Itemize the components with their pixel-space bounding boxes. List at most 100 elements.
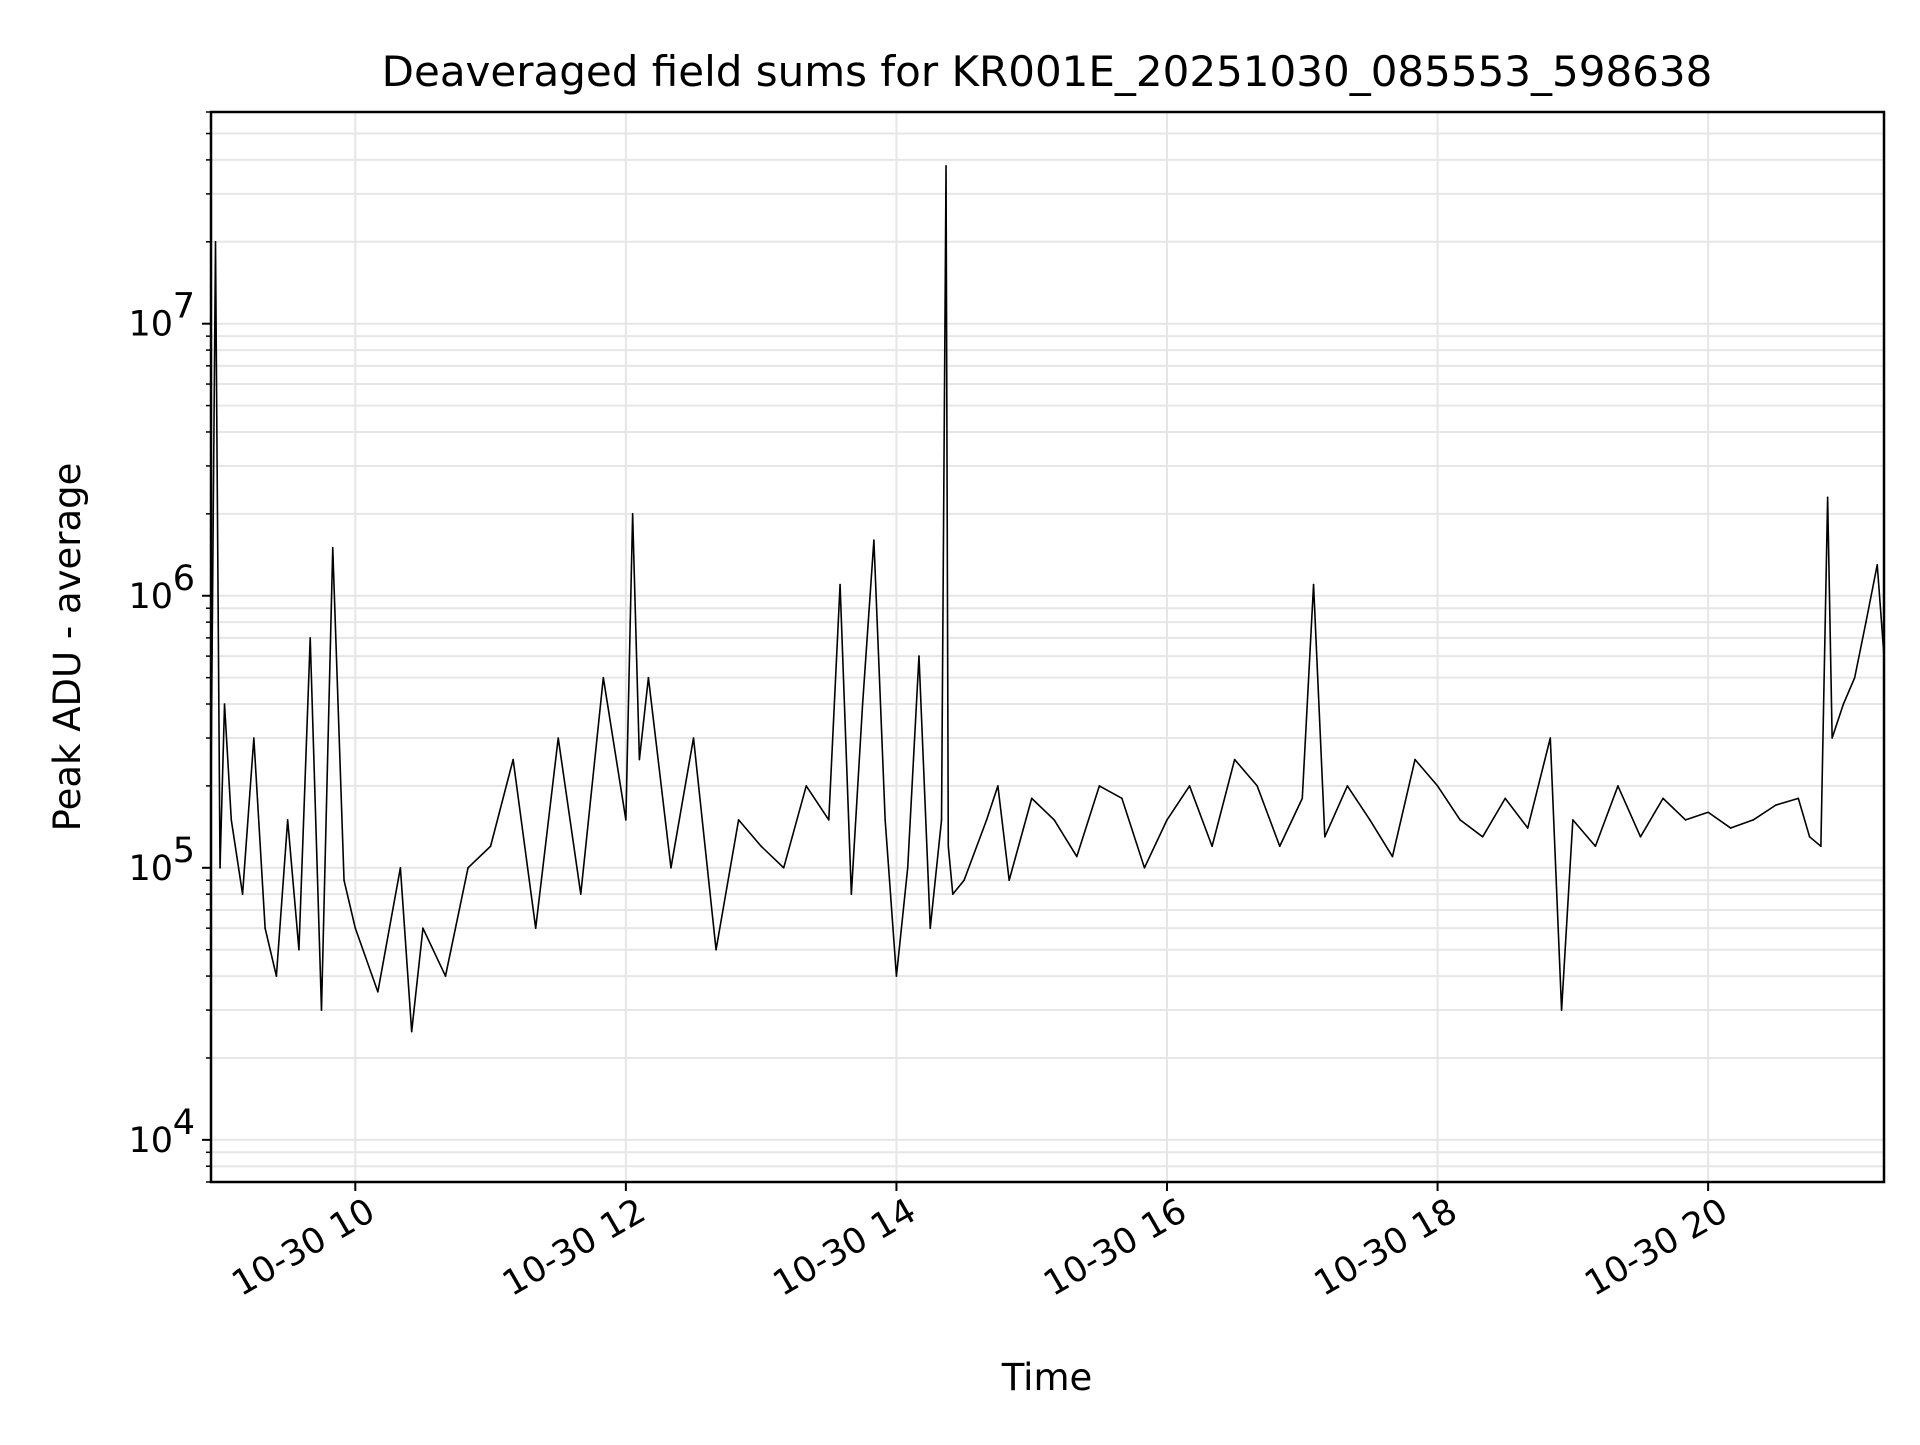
data-point	[534, 927, 537, 929]
data-point	[952, 893, 954, 895]
data-point	[1526, 827, 1529, 829]
data-point	[1436, 785, 1439, 787]
data-point	[1166, 819, 1168, 821]
data-point	[1662, 797, 1664, 800]
data-point	[1549, 737, 1552, 739]
data-point	[947, 845, 950, 848]
data-point	[1346, 785, 1349, 787]
data-point	[1774, 804, 1777, 806]
data-point	[286, 819, 289, 821]
data-point	[918, 655, 920, 657]
data-point	[377, 991, 379, 993]
data-point	[320, 1009, 323, 1011]
data-point	[1572, 819, 1574, 821]
data-point	[1684, 819, 1687, 821]
data-point	[760, 845, 762, 848]
data-point	[850, 893, 853, 895]
data-point	[1594, 845, 1597, 848]
data-point	[343, 879, 345, 882]
data-point	[861, 703, 864, 705]
data-point	[241, 893, 244, 895]
data-point	[782, 867, 785, 869]
data-point	[1481, 836, 1484, 838]
data-point	[1560, 1009, 1563, 1011]
data-point	[399, 867, 402, 869]
data-point	[309, 637, 312, 639]
data-point	[625, 819, 627, 821]
data-point	[1504, 797, 1507, 800]
data-point	[873, 539, 875, 542]
data-point	[839, 583, 841, 586]
data-point	[354, 927, 357, 929]
y-tick-exponent: 4	[173, 1103, 195, 1143]
data-point	[214, 241, 217, 243]
data-point	[1639, 836, 1642, 838]
data-point	[230, 819, 233, 821]
data-point	[715, 948, 717, 951]
data-point	[1865, 621, 1867, 623]
data-point	[638, 758, 641, 761]
data-point	[467, 867, 469, 869]
data-point	[1826, 496, 1829, 499]
data-point	[997, 785, 999, 787]
data-point	[512, 758, 514, 761]
y-tick-exponent: 7	[173, 287, 195, 327]
y-tick-label: 10	[128, 305, 173, 345]
data-point	[1459, 819, 1461, 821]
data-point	[1391, 855, 1394, 858]
data-point	[489, 845, 492, 848]
data-point	[1098, 785, 1101, 787]
data-point	[1256, 785, 1258, 787]
data-point	[1030, 797, 1033, 800]
data-point	[298, 948, 300, 951]
data-point	[1211, 845, 1213, 848]
data-point	[223, 703, 226, 705]
data-point	[219, 867, 221, 869]
data-point	[444, 975, 447, 977]
data-point	[275, 975, 278, 977]
data-point	[929, 927, 932, 929]
y-tick-label: 10	[128, 849, 173, 889]
data-point	[1324, 836, 1326, 838]
data-point	[1188, 785, 1191, 787]
y-tick-label: 10	[128, 1121, 173, 1161]
data-point	[264, 927, 266, 929]
data-point	[579, 893, 582, 895]
data-point	[1729, 827, 1732, 829]
data-point	[602, 676, 605, 679]
data-point	[940, 819, 943, 821]
data-point	[884, 819, 886, 821]
y-tick-exponent: 5	[173, 831, 195, 871]
data-point	[1278, 845, 1281, 848]
data-point	[827, 819, 830, 821]
y-tick-label: 10	[128, 577, 173, 617]
data-point	[1301, 797, 1304, 800]
data-point	[1831, 737, 1833, 739]
data-point	[805, 785, 808, 787]
data-point	[1008, 879, 1010, 882]
data-point	[1808, 836, 1811, 838]
data-point	[1121, 797, 1123, 800]
data-point	[1842, 703, 1845, 705]
data-point	[410, 1030, 413, 1033]
data-point	[557, 737, 560, 739]
data-point	[1797, 797, 1800, 800]
data-point	[647, 676, 650, 679]
data-point	[422, 927, 424, 929]
data-point	[670, 867, 672, 869]
series-layer	[210, 165, 1885, 1033]
data-point	[1707, 811, 1709, 814]
data-point	[1820, 845, 1822, 848]
plot-frame	[209, 110, 1886, 1184]
data-point	[963, 879, 965, 882]
data-point	[985, 819, 988, 821]
grid-lines	[211, 111, 1884, 1183]
data-point	[1312, 583, 1315, 586]
data-point	[1853, 676, 1856, 679]
data-point	[906, 867, 909, 869]
y-axis-label: Peak ADU - average	[46, 463, 89, 832]
